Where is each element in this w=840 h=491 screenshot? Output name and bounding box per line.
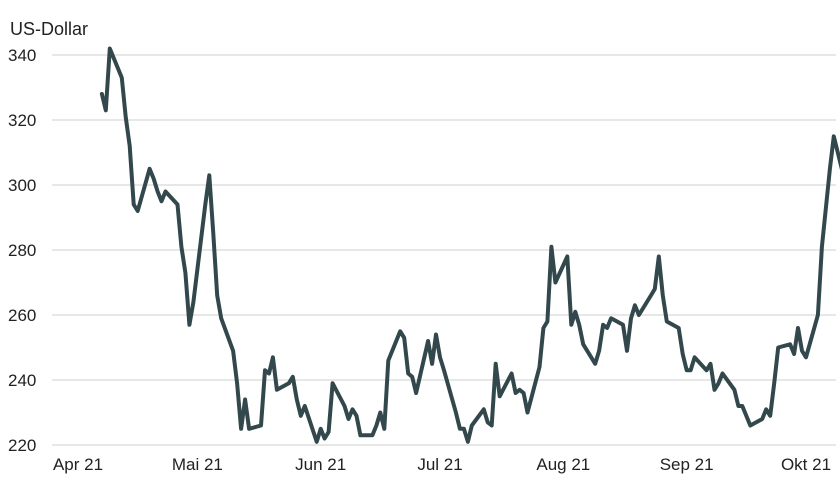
y-axis-unit-label: US-Dollar	[10, 19, 88, 39]
series-points	[101, 48, 834, 442]
x-tick-label: Jul 21	[417, 455, 462, 474]
x-tick-label: Okt 21	[781, 455, 831, 474]
y-tick-label: 300	[8, 176, 36, 195]
x-tick-label: Sep 21	[660, 455, 714, 474]
x-axis-tick-labels: Apr 21 Mai 21 Jun 21 Jul 21 Aug 21 Sep 21 Okt …	[53, 455, 831, 474]
x-tick-label: Apr 21	[53, 455, 103, 474]
x-tick-label: Jun 21	[295, 455, 346, 474]
series-layer	[99, 46, 840, 444]
y-tick-label: 260	[8, 306, 36, 325]
y-tick-label: 280	[8, 241, 36, 260]
x-tick-label: Aug 21	[536, 455, 590, 474]
y-tick-label: 220	[8, 436, 36, 455]
y-tick-label: 340	[8, 46, 36, 65]
y-tick-label: 240	[8, 371, 36, 390]
series-line	[99, 46, 840, 444]
x-tick-label: Mai 21	[172, 455, 223, 474]
y-tick-label: 320	[8, 111, 36, 130]
y-axis-tick-labels: 220 240 260 280 300 320 340	[8, 46, 36, 455]
